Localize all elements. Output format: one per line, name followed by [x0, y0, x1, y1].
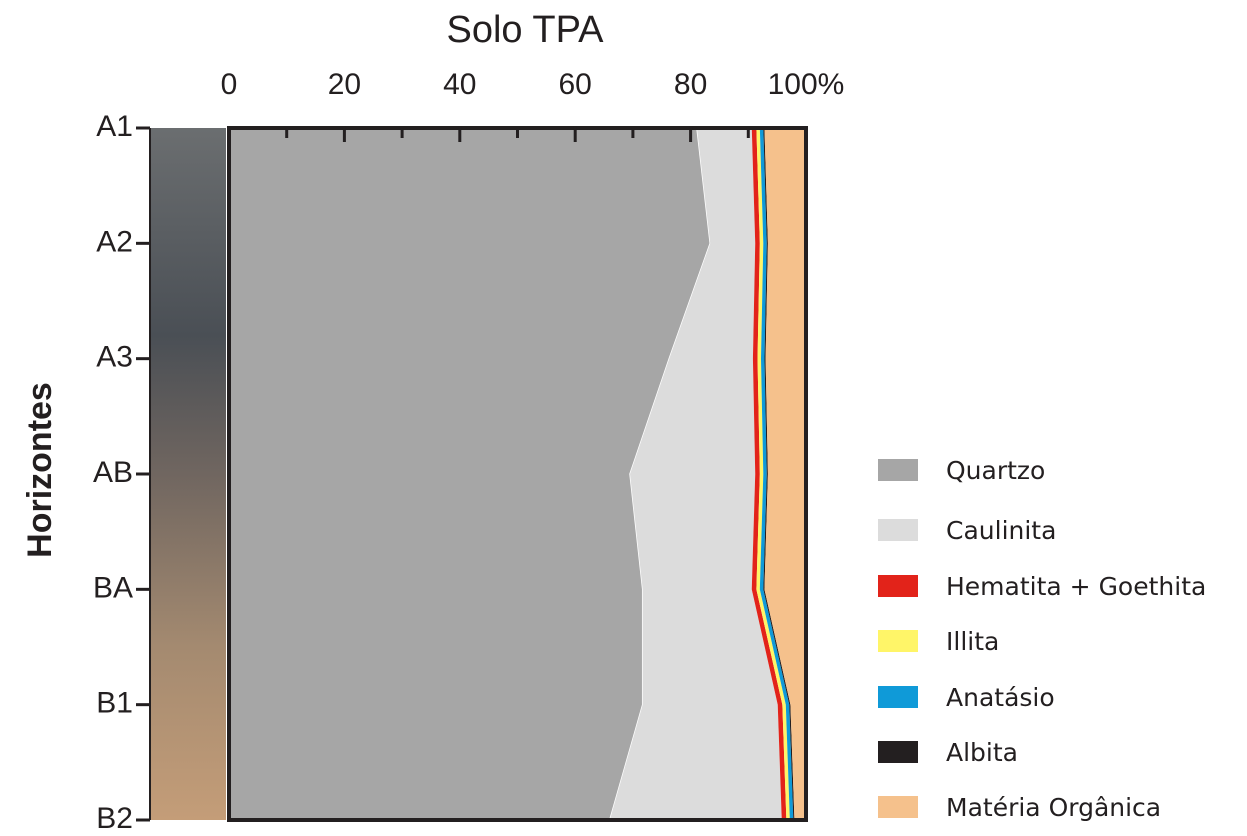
legend-label: Matéria Orgânica	[946, 793, 1161, 822]
legend-label: Quartzo	[946, 456, 1045, 485]
legend-label: Hematita + Goethita	[946, 572, 1206, 601]
x-tick-label: 80	[674, 68, 707, 101]
x-tick-label: 40	[443, 68, 476, 101]
y-tick-label: A3	[96, 341, 133, 374]
legend-swatch	[878, 519, 918, 541]
chart-title: Solo TPA	[446, 9, 604, 51]
legend-label: Albita	[946, 738, 1018, 767]
x-tick-label: 20	[328, 68, 361, 101]
y-tick-label: BA	[93, 571, 133, 604]
y-tick-label: AB	[93, 456, 133, 489]
legend-label: Caulinita	[946, 516, 1056, 545]
y-tick-label: B2	[96, 802, 133, 831]
legend-label: Illita	[946, 627, 999, 656]
legend-swatch	[878, 459, 918, 481]
area	[609, 128, 782, 820]
area	[764, 128, 806, 820]
legend-label: Anatásio	[946, 683, 1055, 712]
legend-swatch	[878, 630, 918, 652]
legend-swatch	[878, 575, 918, 597]
area	[751, 128, 787, 820]
y-tick-label: B1	[96, 687, 133, 720]
legend-swatch	[878, 796, 918, 818]
x-tick-label: 0	[221, 68, 238, 101]
y-axis-title: Horizontes	[21, 382, 59, 558]
area	[759, 128, 794, 820]
x-tick-label: 60	[559, 68, 592, 101]
x-tick-label: 100%	[768, 68, 845, 101]
legend-swatch	[878, 741, 918, 763]
soil-photo	[150, 128, 226, 820]
y-tick-label: A2	[96, 225, 133, 258]
y-tick-label: A1	[96, 110, 133, 143]
area	[763, 128, 795, 820]
legend-swatch	[878, 686, 918, 708]
area	[756, 128, 790, 820]
